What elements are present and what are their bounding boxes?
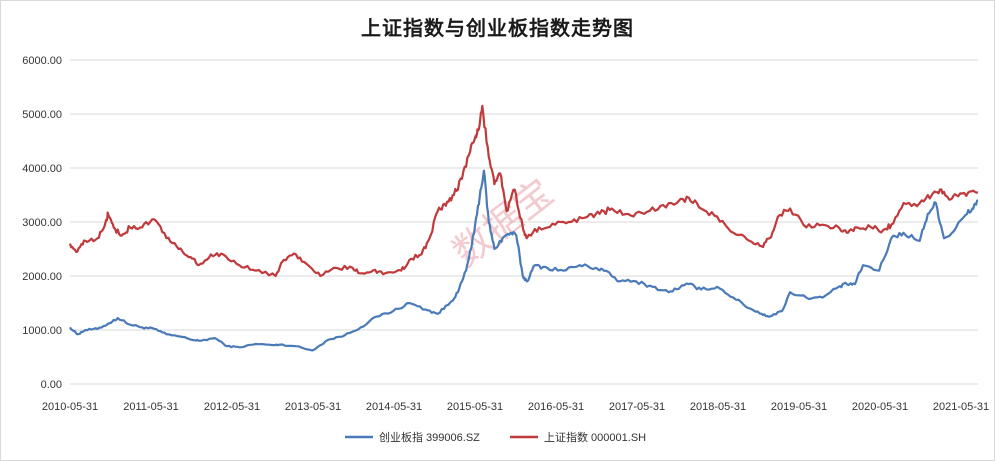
y-tick-label: 1000.00 (22, 325, 62, 337)
x-tick-label: 2012-05-31 (204, 401, 260, 413)
x-tick-label: 2014-05-31 (366, 401, 422, 413)
y-tick-label: 6000.00 (22, 55, 62, 67)
legend: 创业板指 399006.SZ 上证指数 000001.SH (345, 430, 646, 444)
x-tick-label: 2010-05-31 (42, 401, 98, 413)
x-tick-label: 2017-05-31 (609, 401, 665, 413)
legend-label-0: 创业板指 399006.SZ (379, 430, 480, 444)
chart-title: 上证指数与创业板指数走势图 (361, 16, 634, 40)
grid-lines (70, 59, 978, 385)
x-tick-label: 2021-05-31 (933, 401, 989, 413)
series-lines (68, 104, 979, 352)
y-tick-label: 5000.00 (22, 109, 62, 121)
y-tick-label: 2000.00 (22, 271, 62, 283)
y-tick-label: 4000.00 (22, 163, 62, 175)
series-line-1 (68, 104, 979, 278)
x-axis-tick-labels: 2010-05-31 2011-05-31 2012-05-31 2013-05-31… (42, 401, 989, 413)
y-axis-tick-labels: 6000.00 5000.00 4000.00 3000.00 2000.00 1000.… (22, 55, 62, 391)
x-tick-label: 2013-05-31 (285, 401, 341, 413)
x-tick-label: 2019-05-31 (771, 401, 827, 413)
x-tick-label: 2016-05-31 (528, 401, 584, 413)
x-tick-label: 2011-05-31 (123, 401, 178, 413)
series-line-0 (69, 169, 979, 352)
y-tick-label: 3000.00 (22, 217, 62, 229)
x-tick-label: 2020-05-31 (852, 401, 908, 413)
legend-label-1: 上证指数 000001.SH (544, 430, 646, 444)
x-tick-label: 2018-05-31 (690, 401, 746, 413)
x-tick-label: 2015-05-31 (447, 401, 503, 413)
y-tick-label: 0.00 (41, 379, 62, 391)
